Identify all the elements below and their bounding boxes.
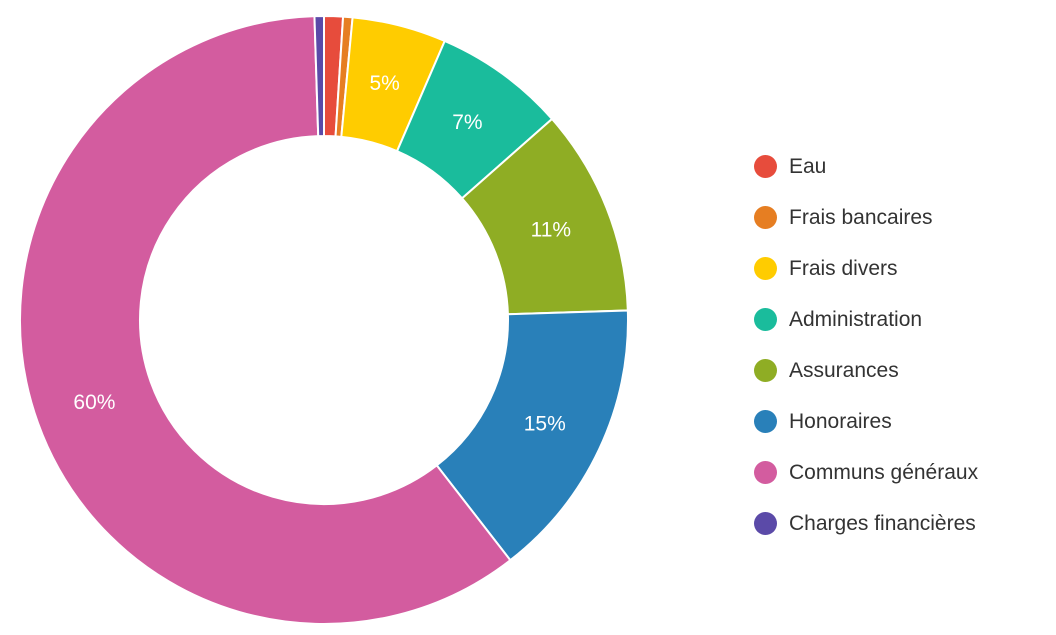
legend-label: Eau <box>789 154 827 178</box>
legend-label: Charges financières <box>789 511 976 535</box>
legend-label: Frais divers <box>789 256 898 280</box>
legend-item-administration[interactable]: Administration <box>754 294 978 345</box>
legend-marker-icon <box>754 359 777 382</box>
legend-label: Honoraires <box>789 409 892 433</box>
legend-marker-icon <box>754 155 777 178</box>
legend-label: Administration <box>789 307 923 331</box>
donut-slices <box>19 14 629 625</box>
legend-label: Assurances <box>789 358 899 382</box>
legend-label: Frais bancaires <box>789 205 933 229</box>
donut-labels: 5% 7% 11% 15% 60% <box>73 72 571 435</box>
data-label-assurances: 11% <box>531 219 571 242</box>
legend-marker-icon <box>754 257 777 280</box>
data-label-administration: 7% <box>452 111 482 134</box>
donut-chart: 5% 7% 11% 15% 60% <box>19 14 629 625</box>
legend-item-assurances[interactable]: Assurances <box>754 345 978 396</box>
legend-item-charges-financieres[interactable]: Charges financières <box>754 498 978 549</box>
legend-item-honoraires[interactable]: Honoraires <box>754 396 978 447</box>
slice-communs-generaux[interactable] <box>19 15 512 625</box>
legend-marker-icon <box>754 410 777 433</box>
chart-legend: Eau Frais bancaires Frais divers Administra… <box>754 141 978 549</box>
legend-item-eau[interactable]: Eau <box>754 141 978 192</box>
legend-marker-icon <box>754 461 777 484</box>
legend-item-communs-generaux[interactable]: Communs généraux <box>754 447 978 498</box>
legend-item-frais-bancaires[interactable]: Frais bancaires <box>754 192 978 243</box>
legend-marker-icon <box>754 512 777 535</box>
data-label-communs-generaux: 60% <box>73 391 115 414</box>
legend-marker-icon <box>754 308 777 331</box>
slice-charges-financieres[interactable] <box>313 14 325 138</box>
data-label-honoraires: 15% <box>524 412 566 435</box>
legend-label: Communs généraux <box>789 460 979 484</box>
legend-item-frais-divers[interactable]: Frais divers <box>754 243 978 294</box>
legend-marker-icon <box>754 206 777 229</box>
data-label-frais-divers: 5% <box>370 72 400 95</box>
